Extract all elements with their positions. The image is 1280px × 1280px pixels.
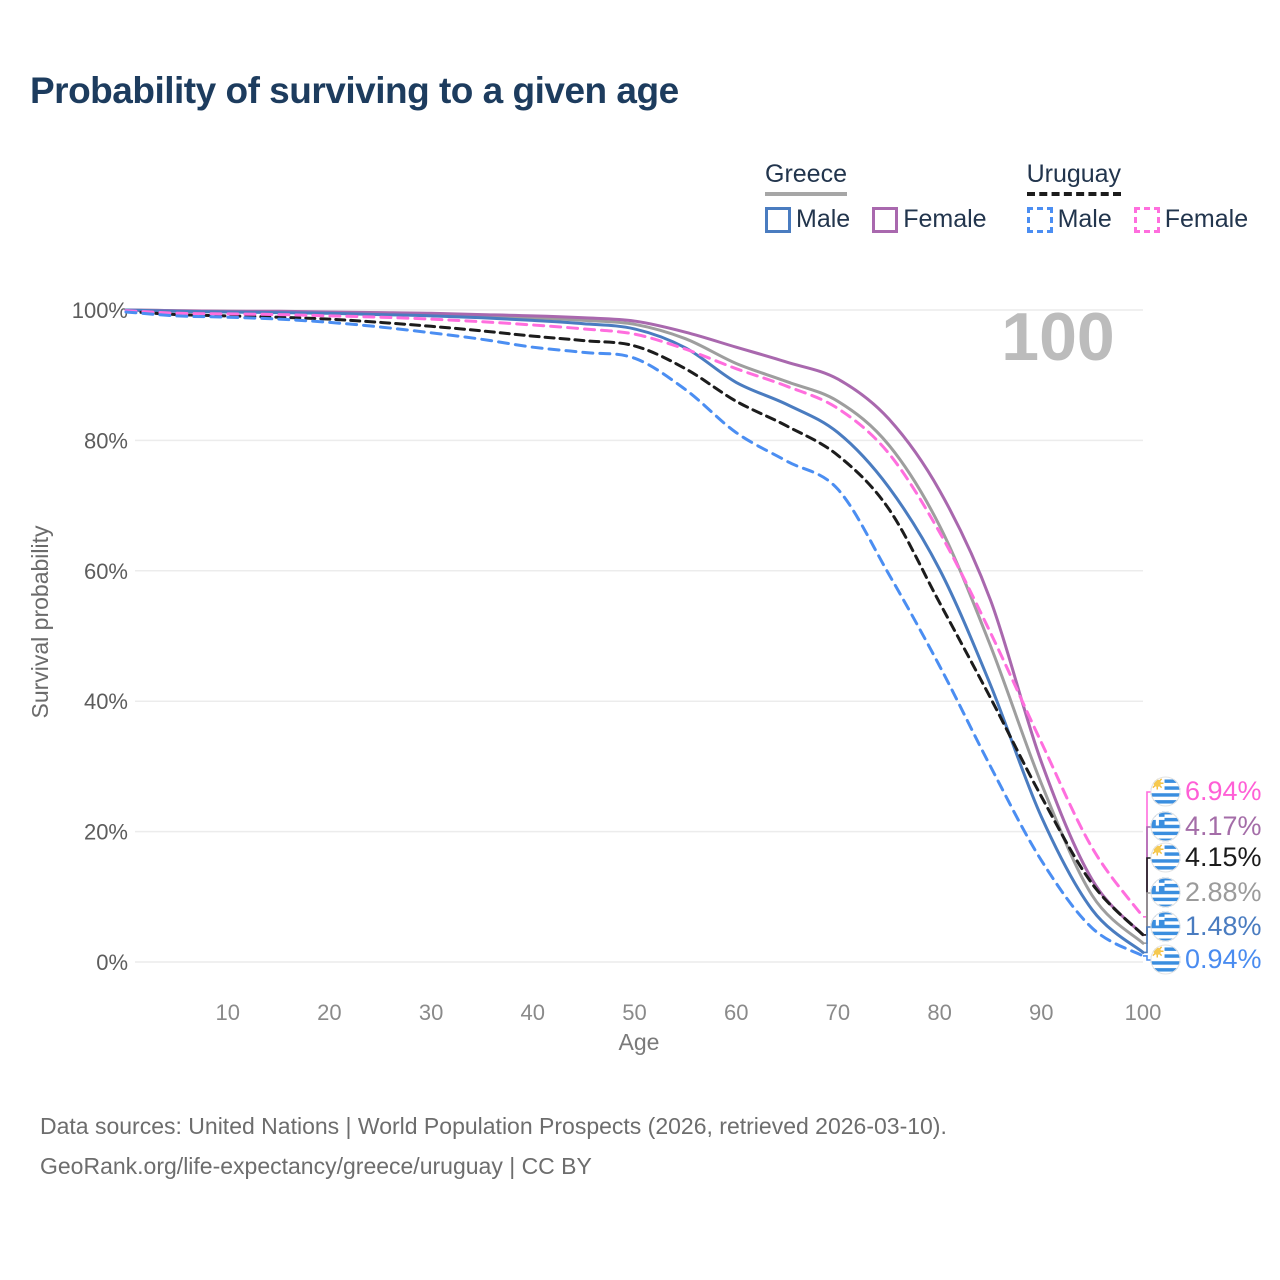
y-axis-tick-label: 80% bbox=[84, 428, 128, 453]
x-axis-tick-label: 50 bbox=[622, 1000, 646, 1025]
y-axis-tick-label: 100% bbox=[72, 298, 128, 323]
chart-title: Probability of surviving to a given age bbox=[30, 70, 679, 111]
greece-flag-icon bbox=[1150, 911, 1181, 942]
end-label-connector bbox=[1143, 892, 1151, 944]
end-label-greece: 2.88% bbox=[1150, 877, 1262, 908]
legend-item-label: Male bbox=[1057, 205, 1112, 233]
greece-male-swatch-icon bbox=[765, 206, 791, 233]
end-label-value: 2.88% bbox=[1185, 877, 1262, 907]
y-axis-tick-label: 20% bbox=[84, 820, 128, 845]
x-axis-tick-label: 10 bbox=[215, 1000, 239, 1025]
legend-items-uruguay: Male Female bbox=[1026, 205, 1249, 234]
greece-flag-icon bbox=[1150, 877, 1181, 908]
legend-group-uruguay-label[interactable]: Uruguay bbox=[1026, 160, 1122, 196]
x-axis-tick-label: 40 bbox=[521, 1000, 545, 1025]
end-label-greece-male: 1.48% bbox=[1150, 911, 1262, 942]
x-axis-tick-label: 90 bbox=[1029, 1000, 1053, 1025]
legend-group-greece: Greece Male Female bbox=[765, 160, 987, 234]
x-axis-tick-label: 30 bbox=[419, 1000, 443, 1025]
survival-curve-uruguay-male bbox=[124, 310, 1145, 958]
x-axis-tick-label: 60 bbox=[724, 1000, 748, 1025]
uruguay-female-swatch-icon bbox=[1133, 206, 1160, 233]
x-axis-tick-label: 20 bbox=[317, 1000, 341, 1025]
y-axis-tick-label: 40% bbox=[84, 689, 128, 714]
end-label-greece-female: 4.17% bbox=[1150, 811, 1262, 842]
x-axis-tick-label: 70 bbox=[826, 1000, 850, 1025]
uruguay-flag-icon bbox=[1150, 944, 1181, 975]
end-label-value: 0.94% bbox=[1185, 944, 1262, 974]
uruguay-flag-icon bbox=[1150, 842, 1181, 873]
legend-item-uruguay-male[interactable]: Male bbox=[1026, 205, 1112, 234]
x-axis-title: Age bbox=[619, 1029, 660, 1055]
x-axis-tick-label: 80 bbox=[927, 1000, 951, 1025]
end-label-value: 1.48% bbox=[1185, 911, 1262, 941]
x-axis-tick-label: 100 bbox=[1125, 1000, 1162, 1025]
legend-item-greece-female[interactable]: Female bbox=[872, 205, 987, 234]
uruguay-flag-icon bbox=[1150, 776, 1181, 807]
survival-probability-chart: 100% 80% 60% 40% 20% 0% 10 20 30 40 50 60 70 80 90 100 A… bbox=[27, 298, 1162, 1055]
y-axis-tick-label: 60% bbox=[84, 559, 128, 584]
legend-group-greece-label[interactable]: Greece bbox=[765, 160, 847, 196]
end-label-uruguay: 4.15% bbox=[1150, 842, 1262, 873]
uruguay-male-swatch-icon bbox=[1026, 206, 1053, 233]
survival-curve-greece-male bbox=[124, 308, 1145, 954]
legend-item-greece-male[interactable]: Male bbox=[765, 205, 850, 234]
legend-item-label: Female bbox=[1164, 205, 1249, 233]
survival-curve-uruguay-female bbox=[124, 309, 1145, 919]
legend-items-greece: Male Female bbox=[765, 205, 987, 234]
chart-footer: Data sources: United Nations | World Pop… bbox=[40, 1106, 947, 1186]
end-label-uruguay-male: 0.94% bbox=[1150, 944, 1262, 975]
legend-item-uruguay-female[interactable]: Female bbox=[1133, 205, 1249, 234]
greece-female-swatch-icon bbox=[872, 206, 899, 233]
y-axis-title: Survival probability bbox=[27, 525, 53, 719]
legend-group-uruguay: Uruguay Male Female bbox=[1026, 160, 1249, 234]
end-label-value: 6.94% bbox=[1185, 776, 1262, 806]
age-counter-watermark: 100 bbox=[1001, 299, 1114, 375]
greece-flag-icon bbox=[1150, 811, 1181, 842]
y-axis-tick-label: 0% bbox=[96, 950, 128, 975]
footer-link-line: GeoRank.org/life-expectancy/greece/urugu… bbox=[40, 1153, 592, 1179]
end-label-connector bbox=[1143, 955, 1151, 961]
end-label-uruguay-female: 6.94% bbox=[1150, 776, 1262, 807]
legend-item-label: Male bbox=[796, 205, 851, 233]
survival-curve-uruguay bbox=[124, 309, 1145, 937]
survival-curve-greece-female bbox=[124, 308, 1145, 937]
legend-item-label: Female bbox=[903, 205, 987, 233]
survival-curve-greece bbox=[124, 308, 1145, 945]
chart-legend: Greece Male Female Uruguay Male bbox=[765, 160, 1248, 234]
end-label-value: 4.17% bbox=[1185, 811, 1262, 841]
footer-source-line: Data sources: United Nations | World Pop… bbox=[40, 1113, 947, 1139]
end-label-value: 4.15% bbox=[1185, 842, 1262, 872]
end-label-connector bbox=[1143, 926, 1151, 954]
